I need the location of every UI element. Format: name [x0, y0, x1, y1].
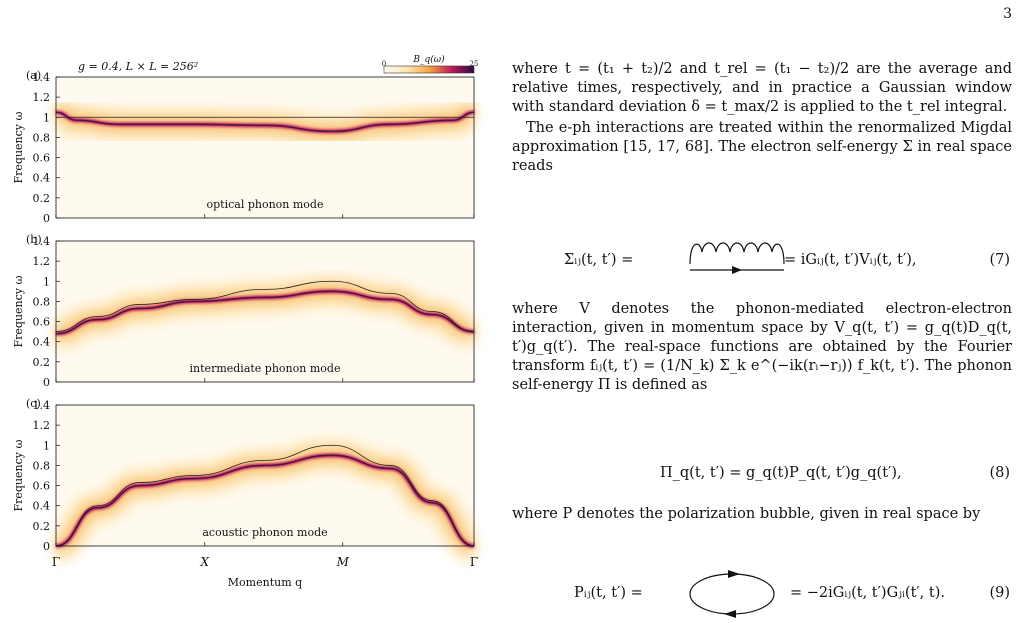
y-axis-label: Frequency ω — [12, 275, 25, 347]
colorbar — [383, 65, 475, 74]
polarization-bubble-diagram — [689, 570, 775, 618]
x-axis-label: Momentum q — [228, 576, 302, 589]
text-column: where t = (t₁ + t₂)/2 and t_rel = (t₁ − … — [512, 60, 1012, 176]
panel-tag: (c) — [26, 397, 41, 410]
paragraph-4: where P denotes the polarization bubble,… — [512, 506, 981, 522]
self-energy-diagram — [689, 242, 785, 274]
y-axis-label: Frequency ω — [12, 111, 25, 183]
eq7-number: (7) — [989, 252, 1010, 268]
eq8-number: (8) — [989, 465, 1010, 481]
eq9-rhs: = −2iGᵢⱼ(t, t′)Gⱼᵢ(t′, t). — [790, 585, 945, 601]
bare-dispersion — [55, 280, 475, 333]
panel-frame — [55, 76, 475, 219]
y-tick-label: 1.4 — [33, 71, 51, 84]
y-tick-label: 0 — [43, 212, 50, 225]
eq7-lhs: Σᵢⱼ(t, t′) = — [564, 252, 634, 268]
y-tick-label: 0.6 — [33, 316, 51, 329]
y-axis-label: Frequency ω — [12, 439, 25, 511]
y-tick-label: 1.4 — [33, 235, 51, 248]
y-tick-label: 1 — [43, 111, 50, 124]
paragraph-2: The e-ph interactions are treated within… — [512, 120, 1012, 174]
y-tick-label: 0 — [43, 540, 50, 553]
panel-frame — [55, 404, 475, 547]
eq9-lhs: Pᵢⱼ(t, t′) = — [574, 585, 643, 601]
y-tick-label: 0.8 — [33, 295, 51, 308]
colorbar-min: 0 — [382, 60, 386, 68]
spectral-peak — [55, 290, 475, 335]
paragraph-3: where V denotes the phonon-mediated elec… — [512, 301, 1012, 393]
y-tick-label: 1 — [43, 439, 50, 452]
x-tick-label: M — [336, 555, 350, 569]
y-tick-label: 0.2 — [33, 192, 51, 205]
y-tick-label: 1.2 — [33, 91, 51, 104]
eq9-number: (9) — [989, 585, 1010, 601]
x-tick-label: Γ — [52, 555, 60, 569]
x-tick-label: X — [200, 555, 210, 569]
y-tick-label: 0.2 — [33, 356, 51, 369]
y-tick-label: 0.2 — [33, 520, 51, 533]
eq7-rhs: = iGᵢⱼ(t, t′)Vᵢⱼ(t, t′), — [784, 252, 917, 268]
y-tick-label: 0.6 — [33, 480, 51, 493]
panel-label: optical phonon mode — [207, 198, 324, 211]
spectral-peak — [55, 111, 475, 133]
y-tick-label: 0.8 — [33, 131, 51, 144]
y-tick-label: 1.4 — [33, 399, 51, 412]
y-tick-label: 0.4 — [33, 336, 51, 349]
text-column-3: where P denotes the polarization bubble,… — [512, 505, 1012, 524]
colorbar-label: B_q(ω) — [412, 54, 445, 65]
x-tick-label: Γ — [470, 555, 478, 569]
panel-1 — [54, 240, 476, 383]
y-tick-label: 0.4 — [33, 500, 51, 513]
panel-background — [56, 77, 474, 218]
eq8-body: Π_q(t, t′) = g_q(t)P_q(t, t′)g_q(t′), — [660, 465, 902, 481]
y-tick-label: 1 — [43, 275, 50, 288]
panel-tag: (a) — [26, 69, 41, 82]
y-tick-label: 0 — [43, 376, 50, 389]
colorbar-max: 25 — [470, 60, 479, 68]
panel-frame — [55, 240, 475, 383]
y-tick-label: 1.2 — [33, 419, 51, 432]
figure-header: g = 0.4, L × L = 256² — [78, 60, 198, 73]
paragraph-1: where t = (t₁ + t₂)/2 and t_rel = (t₁ − … — [512, 61, 1012, 115]
y-tick-label: 0.4 — [33, 172, 51, 185]
panel-2 — [52, 404, 479, 563]
bare-dispersion — [55, 444, 475, 547]
y-tick-label: 0.6 — [33, 152, 51, 165]
phonon-spectral-figure: g = 0.4, L × L = 256² B_q(ω) 0 25 0 0.2 0.4 0.6… — [12, 54, 479, 589]
text-column-2: where V denotes the phonon-mediated elec… — [512, 300, 1012, 395]
panel-tag: (b) — [26, 233, 42, 246]
page-number: 3 — [1003, 6, 1012, 22]
spectral-peak — [55, 454, 475, 547]
y-tick-label: 0.8 — [33, 459, 51, 472]
y-tick-label: 1.2 — [33, 255, 51, 268]
panel-label: acoustic phonon mode — [202, 526, 327, 539]
panel-label: intermediate phonon mode — [190, 362, 341, 375]
panel-0 — [53, 76, 477, 219]
